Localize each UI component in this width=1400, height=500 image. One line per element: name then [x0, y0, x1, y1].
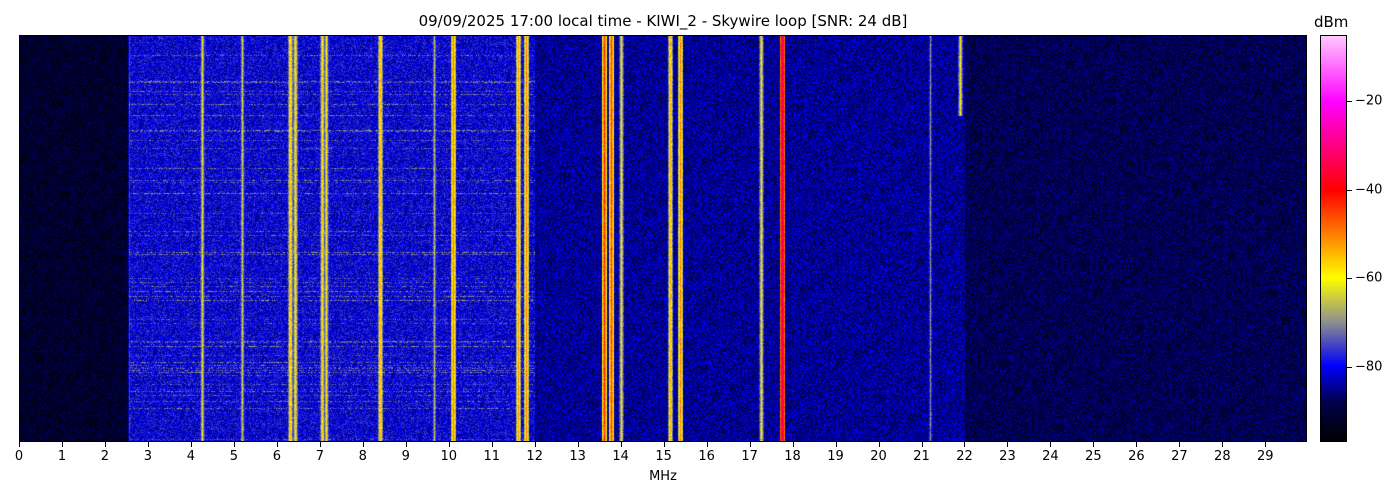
colorbar-tick-label: −80: [1355, 359, 1383, 375]
x-tick-label: 7: [315, 449, 324, 464]
x-tick-label: 2: [100, 449, 110, 464]
x-tick: [319, 442, 321, 447]
x-tick-label: 20: [870, 449, 887, 464]
x-tick-label: 16: [698, 449, 715, 464]
chart-title: 09/09/2025 17:00 local time - KIWI_2 - S…: [418, 12, 908, 30]
x-tick-label: 28: [1214, 449, 1231, 464]
x-tick: [147, 442, 149, 447]
x-tick-label: 1: [57, 449, 67, 464]
x-tick-label: 19: [827, 449, 844, 464]
x-tick-label: 25: [1085, 449, 1102, 464]
x-tick: [405, 442, 407, 447]
x-tick: [964, 442, 966, 447]
x-tick: [1093, 442, 1095, 447]
x-tick-label: 18: [784, 449, 801, 464]
x-tick: [491, 442, 493, 447]
x-tick: [233, 442, 235, 447]
x-tick: [19, 442, 20, 447]
x-tick: [1136, 442, 1138, 447]
plot-frame: [19, 35, 1307, 442]
x-tick-label: 22: [956, 449, 973, 464]
x-tick: [1265, 442, 1267, 447]
x-tick: [921, 442, 923, 447]
x-tick-label: 14: [612, 449, 629, 464]
x-tick-label: 11: [483, 449, 501, 464]
waterfall-heatmap: [19, 35, 1307, 442]
x-tick: [878, 442, 880, 447]
x-tick-label: 24: [1042, 449, 1059, 464]
x-axis: 0 1 2 3 4 5 6 7 8 9 10 11 12 13 14 15 16 17 18 19 20 21 22 23 24…: [15, 442, 1307, 472]
x-tick-label: 21: [913, 449, 930, 464]
colorbar-tick: [1347, 189, 1352, 191]
x-tick: [620, 442, 622, 447]
x-tick-label: 9: [401, 449, 410, 464]
x-tick-label: 6: [272, 449, 281, 464]
x-tick: [577, 442, 579, 447]
colorbar-tick-label: −20: [1355, 93, 1383, 109]
x-tick-label: 17: [741, 449, 758, 464]
colorbar-tick-label: −60: [1355, 270, 1383, 286]
x-tick-label: 27: [1171, 449, 1188, 464]
x-tick-label: 13: [569, 449, 586, 464]
colorbar-tick-label: −40: [1355, 182, 1383, 198]
x-tick: [190, 442, 192, 447]
x-tick: [663, 442, 665, 447]
x-tick: [792, 442, 794, 447]
x-tick-label: 3: [143, 449, 153, 464]
colorbar-label: dBm: [1314, 13, 1349, 31]
x-tick-label: 23: [999, 449, 1016, 464]
x-tick: [1179, 442, 1181, 447]
x-tick: [749, 442, 751, 447]
x-tick: [276, 442, 278, 447]
x-tick-label: 26: [1128, 449, 1145, 464]
x-axis-label: MHz: [649, 469, 677, 484]
x-tick: [1222, 442, 1224, 447]
x-tick-label: 10: [440, 449, 458, 464]
x-tick: [61, 442, 63, 447]
colorbar: [1320, 35, 1347, 442]
x-tick: [104, 442, 106, 447]
x-tick: [706, 442, 708, 447]
x-tick: [448, 442, 450, 447]
x-tick: [534, 442, 536, 447]
x-tick: [1050, 442, 1052, 447]
colorbar-tick: [1347, 278, 1352, 280]
x-tick: [1007, 442, 1009, 447]
x-tick: [362, 442, 364, 447]
x-tick-label: 12: [526, 449, 543, 464]
x-tick-label: 8: [358, 449, 367, 464]
x-tick: [835, 442, 837, 447]
x-tick-label: 29: [1257, 449, 1274, 464]
x-tick-label: 0: [14, 449, 24, 464]
colorbar-tick: [1347, 101, 1352, 103]
x-tick-label: 15: [655, 449, 672, 464]
x-tick-label: 5: [229, 449, 239, 464]
x-tick-label: 4: [186, 449, 196, 464]
colorbar-tick: [1347, 366, 1352, 368]
